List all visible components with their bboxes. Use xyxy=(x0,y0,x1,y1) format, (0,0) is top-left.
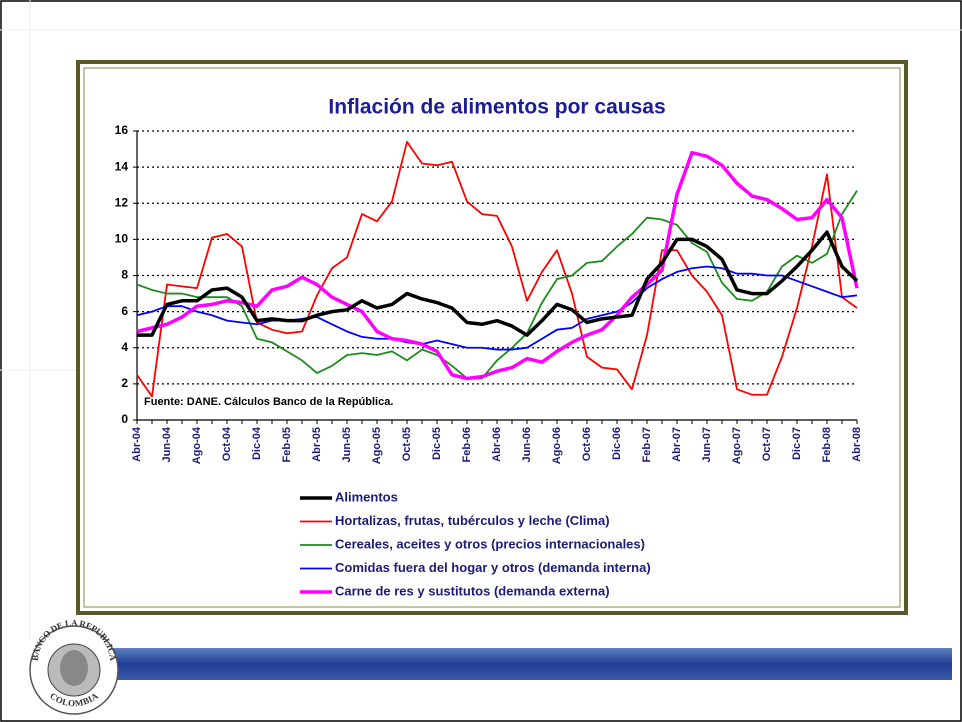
x-tick-label: Dic-04 xyxy=(251,426,263,460)
x-tick-label: Jun-04 xyxy=(161,426,173,462)
y-tick-label: 2 xyxy=(121,376,128,390)
y-tick-label: 12 xyxy=(115,195,129,209)
x-tick-label: Ago-05 xyxy=(371,427,383,464)
x-tick-label: Oct-04 xyxy=(221,426,233,461)
plot: 0 2 4 6 8 10 12 14 16 Abr-04 Jun-04 Ago-04 Oct-04 Dic… xyxy=(115,123,863,598)
x-tick-label: Ago-07 xyxy=(731,427,743,464)
x-tick-label: Ago-06 xyxy=(551,427,563,464)
chart-frame-inner xyxy=(83,67,901,608)
x-tick-label: Dic-07 xyxy=(791,427,803,460)
x-tick-label: Feb-06 xyxy=(461,427,473,462)
x-tick-label: Dic-05 xyxy=(431,427,443,460)
legend-label: Comidas fuera del hogar y otros (demanda… xyxy=(335,560,651,575)
x-tick-label: Abr-07 xyxy=(671,427,683,462)
x-tick-label: Dic-06 xyxy=(611,427,623,460)
slide-background-grid xyxy=(0,0,962,640)
legend-label: Alimentos xyxy=(335,489,398,504)
legend-label: Carne de res y sustitutos (demanda exter… xyxy=(335,583,610,598)
legend-label: Hortalizas, frutas, tubérculos y leche (… xyxy=(335,513,610,528)
y-tick-label: 6 xyxy=(121,304,128,318)
y-tick-label: 14 xyxy=(115,159,129,173)
chart-title: Inflación de alimentos por causas xyxy=(328,96,665,119)
x-tick-label: Oct-06 xyxy=(581,427,593,461)
x-tick-label: Abr-06 xyxy=(491,427,503,462)
source-note: Fuente: DANE. Cálculos Banco de la Repúb… xyxy=(144,396,393,408)
footer-band xyxy=(95,648,952,680)
x-tick-label: Oct-05 xyxy=(401,427,413,461)
chart-frame xyxy=(76,60,908,615)
x-tick-label: Jun-06 xyxy=(521,427,533,462)
x-tick-label: Abr-04 xyxy=(131,426,143,462)
x-tick-label: Feb-05 xyxy=(281,427,293,462)
x-tick-label: Jun-05 xyxy=(341,427,353,462)
series-line xyxy=(137,230,859,337)
logo: BANCO DE LA REPUBLICA COLOMBIA xyxy=(29,618,119,715)
y-tick-label: 8 xyxy=(121,268,128,282)
x-tick-label: Ago-04 xyxy=(191,426,203,464)
x-tick-label: Oct-07 xyxy=(761,427,773,461)
series-line xyxy=(136,265,858,351)
series-line xyxy=(136,140,858,398)
x-tick-label: Abr-05 xyxy=(311,427,323,462)
x-tick-label: Abr-08 xyxy=(851,427,863,462)
y-tick-label: 4 xyxy=(121,340,128,354)
x-tick-label: Jun-07 xyxy=(701,427,713,462)
y-tick-label: 16 xyxy=(115,123,129,137)
y-tick-label: 0 xyxy=(121,412,128,426)
legend-label: Cereales, aceites y otros (precios inter… xyxy=(335,536,645,551)
series-line xyxy=(136,150,859,381)
x-tick-label: Feb-08 xyxy=(821,427,833,462)
y-tick-label: 10 xyxy=(115,232,129,246)
series-line xyxy=(136,190,858,380)
x-tick-label: Feb-07 xyxy=(641,427,653,462)
